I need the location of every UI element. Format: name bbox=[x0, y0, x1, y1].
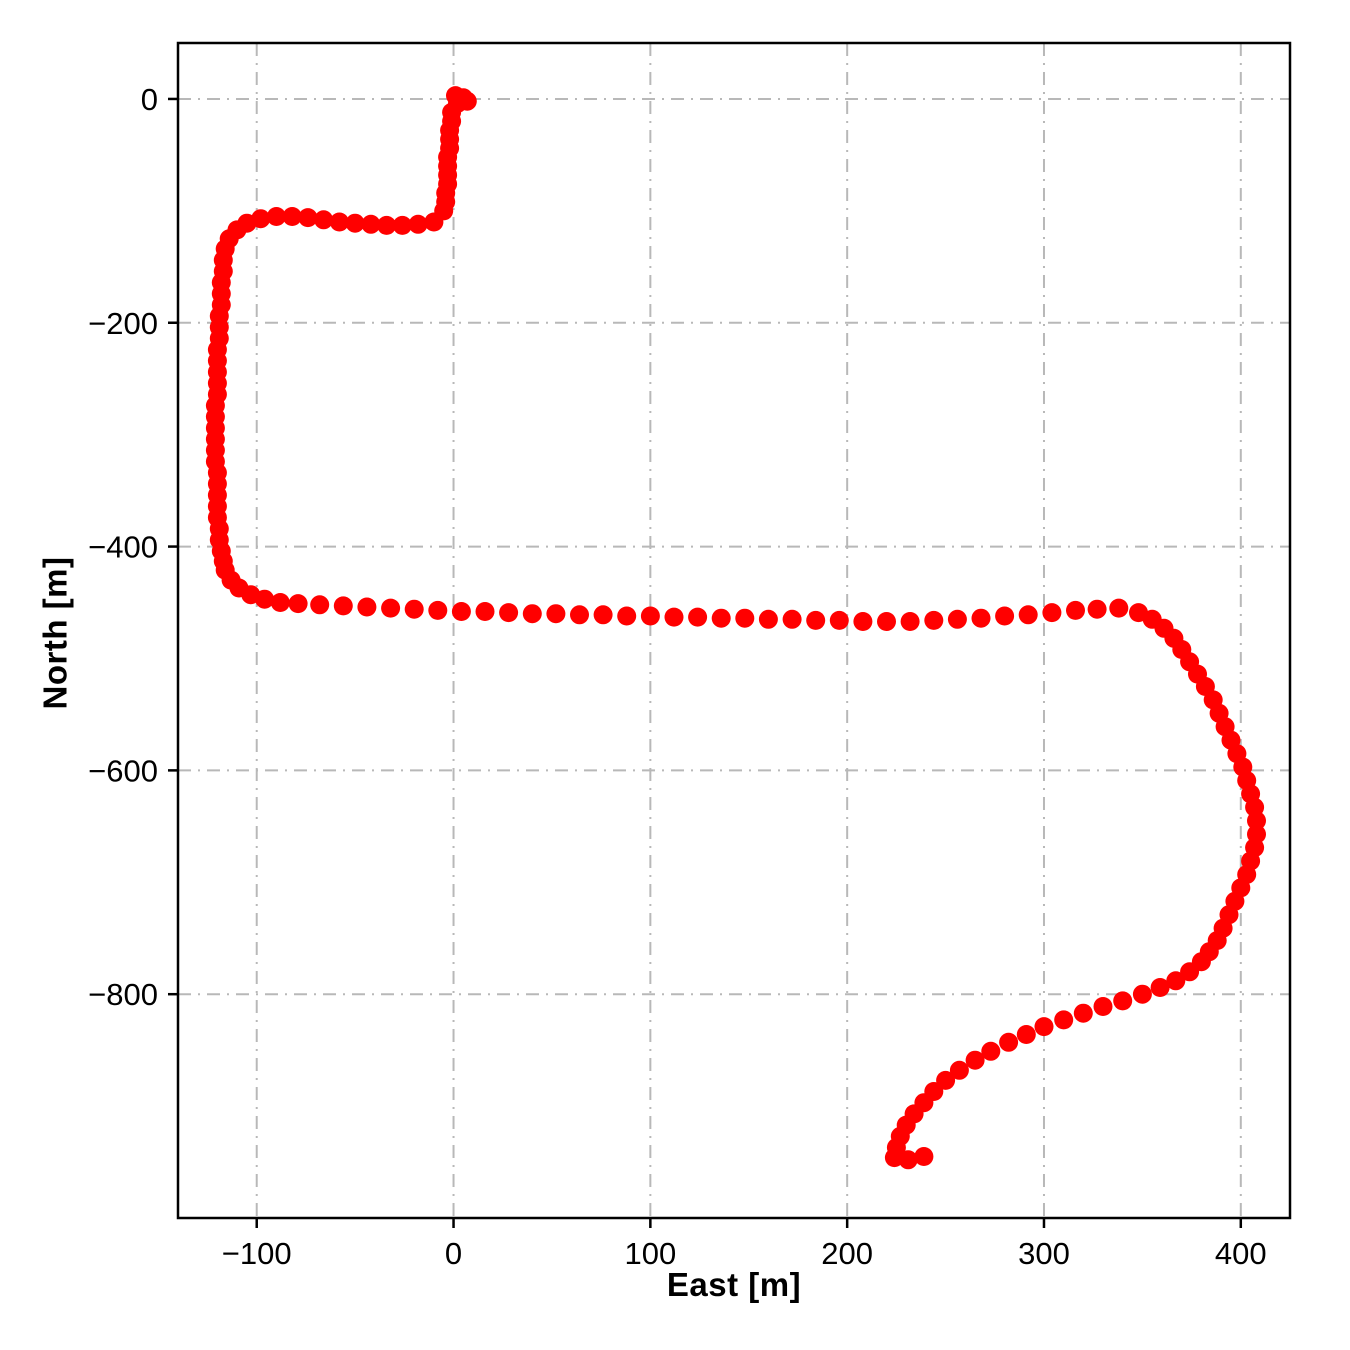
data-point bbox=[266, 207, 286, 226]
data-point bbox=[522, 604, 542, 624]
data-point bbox=[424, 212, 444, 232]
data-point bbox=[1109, 598, 1129, 618]
data-point bbox=[1166, 971, 1186, 991]
data-point bbox=[1113, 991, 1133, 1011]
data-point bbox=[270, 593, 290, 612]
x-tick-label: 300 bbox=[1018, 1236, 1070, 1271]
data-point bbox=[1073, 1003, 1093, 1023]
data-point bbox=[1018, 605, 1038, 625]
x-tick-label: 400 bbox=[1215, 1236, 1267, 1271]
data-point bbox=[688, 607, 708, 627]
y-axis-label: North [m] bbox=[36, 556, 74, 710]
data-point bbox=[392, 215, 412, 235]
data-point bbox=[298, 208, 318, 228]
data-point bbox=[640, 606, 660, 626]
y-tick-label: −600 bbox=[88, 753, 158, 788]
data-point bbox=[1066, 600, 1085, 620]
data-point bbox=[333, 596, 353, 616]
data-point bbox=[475, 602, 495, 621]
data-point bbox=[877, 612, 896, 631]
data-point bbox=[314, 210, 334, 230]
data-point bbox=[288, 594, 308, 614]
data-point bbox=[711, 608, 731, 628]
data-point bbox=[451, 602, 471, 621]
y-tick-label: −200 bbox=[88, 306, 158, 341]
data-point bbox=[345, 213, 365, 233]
data-point bbox=[1132, 984, 1152, 1004]
data-point bbox=[924, 610, 944, 630]
data-point bbox=[971, 608, 991, 628]
data-point bbox=[806, 610, 826, 630]
data-point bbox=[404, 599, 424, 619]
data-point bbox=[853, 612, 873, 631]
data-point bbox=[499, 603, 519, 623]
data-point bbox=[357, 597, 377, 617]
data-point bbox=[361, 214, 381, 234]
data-point bbox=[570, 605, 589, 625]
data-point bbox=[255, 589, 275, 609]
data-point bbox=[829, 610, 849, 630]
data-point bbox=[898, 1150, 918, 1170]
gridlines bbox=[178, 43, 1290, 1218]
data-point bbox=[949, 1060, 969, 1080]
y-tick-label: 0 bbox=[141, 82, 158, 117]
data-point bbox=[546, 604, 566, 624]
data-point bbox=[1034, 1017, 1054, 1037]
ticks bbox=[168, 97, 1243, 1228]
x-axis-label: East [m] bbox=[666, 1266, 802, 1303]
data-point bbox=[1087, 599, 1107, 619]
x-tick-label: −100 bbox=[222, 1236, 292, 1271]
data-point bbox=[310, 595, 330, 615]
data-point bbox=[758, 609, 778, 629]
data-point bbox=[999, 1032, 1019, 1052]
data-point bbox=[329, 212, 349, 232]
data-point bbox=[1180, 962, 1200, 982]
axes-border bbox=[176, 41, 1292, 1220]
x-tick-label: 100 bbox=[624, 1236, 676, 1271]
data-point bbox=[1247, 811, 1266, 831]
data-point bbox=[1016, 1025, 1036, 1044]
data-point bbox=[1042, 603, 1062, 623]
data-point bbox=[617, 606, 637, 626]
data-point bbox=[735, 608, 755, 628]
data-point bbox=[282, 207, 302, 226]
tick-labels: −100 0 100 200 300 400 0 −200 −400 −600 −800 bbox=[88, 82, 1266, 1271]
data-point bbox=[914, 1147, 934, 1166]
data-point bbox=[664, 607, 684, 627]
data-point bbox=[1093, 997, 1113, 1016]
data-point bbox=[782, 609, 802, 629]
data-point bbox=[965, 1050, 985, 1070]
data-point bbox=[1054, 1010, 1074, 1030]
data-point bbox=[381, 598, 401, 618]
data-point bbox=[377, 215, 397, 235]
x-tick-label: 200 bbox=[821, 1236, 873, 1271]
data-point bbox=[428, 600, 448, 620]
data-point bbox=[981, 1041, 1001, 1061]
x-tick-label: 0 bbox=[445, 1236, 462, 1271]
data-point bbox=[900, 612, 920, 631]
series-vehicle-trajectory bbox=[205, 86, 1266, 1170]
y-tick-label: −400 bbox=[88, 530, 158, 565]
data-point bbox=[947, 609, 967, 629]
data-point bbox=[408, 214, 428, 234]
data-point bbox=[593, 605, 613, 625]
data-point bbox=[1150, 978, 1170, 997]
data-point bbox=[995, 606, 1015, 626]
y-tick-label: −800 bbox=[88, 977, 158, 1012]
